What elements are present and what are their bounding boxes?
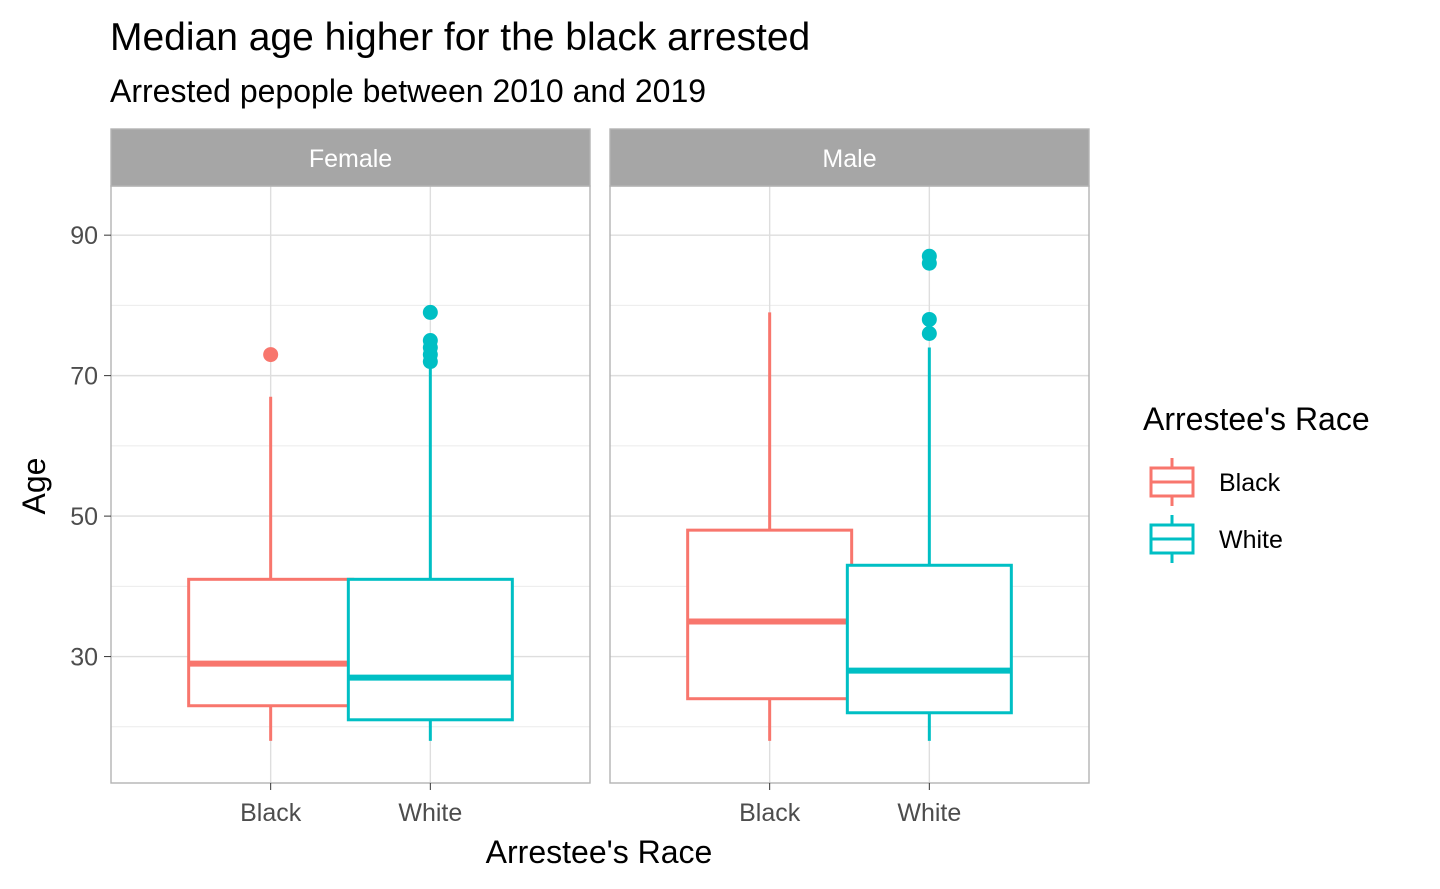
- x-tick-label: White: [398, 799, 462, 827]
- box-female-white: [346, 304, 514, 741]
- iqr-box: [845, 563, 1013, 715]
- y-tick-label: 30: [70, 644, 98, 672]
- x-tick-label: Black: [739, 799, 801, 827]
- legend-item-white: White: [1149, 515, 1283, 563]
- box-male-black: [686, 312, 854, 741]
- outlier-point: [422, 333, 438, 349]
- legend-label: Black: [1219, 469, 1281, 497]
- facet-panels: Female Black White Male Black White: [110, 128, 1090, 827]
- outlier-point: [921, 325, 937, 341]
- legend-label: White: [1219, 526, 1283, 554]
- panel-female: Female Black White: [110, 128, 591, 827]
- iqr-box: [187, 577, 355, 708]
- outlier-point: [263, 347, 279, 363]
- facet-strip: [609, 128, 1090, 187]
- y-tick-label: 70: [70, 363, 98, 391]
- legend-item-black: Black: [1149, 458, 1281, 506]
- iqr-box: [346, 577, 514, 722]
- outlier-point: [422, 304, 438, 320]
- facet-strip: [110, 128, 591, 187]
- x-tick-label: Black: [240, 799, 302, 827]
- y-axis-title: Age: [16, 458, 52, 515]
- facet-strip-label: Male: [822, 145, 876, 173]
- legend-title: Arrestee's Race: [1143, 401, 1370, 437]
- y-axis: 30 50 70 90: [70, 222, 111, 672]
- y-tick-label: 90: [70, 222, 98, 250]
- box-male-white: [845, 248, 1013, 741]
- chart-subtitle: Arrested pepople between 2010 and 2019: [110, 73, 706, 109]
- facet-strip-label: Female: [309, 145, 392, 173]
- panel-male: Male Black White: [609, 128, 1090, 827]
- chart-title: Median age higher for the black arrested: [110, 16, 810, 59]
- outlier-point: [921, 248, 937, 264]
- iqr-box: [686, 528, 854, 701]
- legend: Arrestee's Race Black White: [1143, 401, 1370, 563]
- y-tick-label: 50: [70, 503, 98, 531]
- outlier-point: [921, 311, 937, 327]
- x-axis-title: Arrestee's Race: [486, 834, 713, 870]
- x-tick-label: White: [897, 799, 961, 827]
- box-female-black: [187, 347, 355, 741]
